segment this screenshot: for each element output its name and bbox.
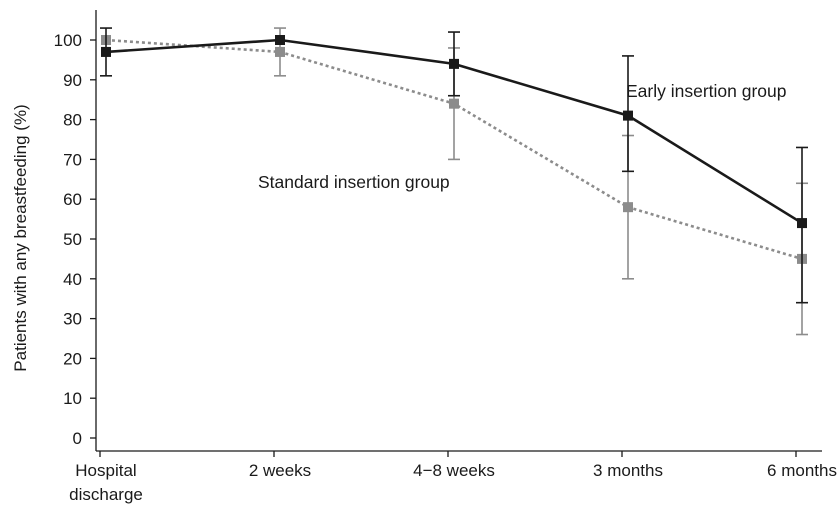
data-point — [623, 110, 633, 121]
data-point — [101, 46, 111, 57]
x-axis-ticks: Hospital discharge 2 weeks 4−8 weeks 3 month… — [69, 451, 837, 504]
y-tick-label: 30 — [63, 310, 82, 329]
y-tick-label: 60 — [63, 190, 82, 209]
x-tick-label: Hospital discharge — [69, 461, 143, 504]
data-point — [449, 98, 459, 109]
y-tick-label: 50 — [63, 230, 82, 249]
y-axis-ticks: 0 10 20 30 40 50 60 70 80 90 100 — [54, 31, 96, 448]
data-point — [623, 202, 633, 213]
y-tick-label: 0 — [73, 429, 82, 448]
data-point — [449, 58, 459, 69]
x-tick-label: 4−8 weeks — [413, 461, 495, 480]
y-axis-title: Patients with any breastfeeding (%) — [11, 104, 30, 371]
data-point — [275, 46, 285, 57]
y-tick-label: 80 — [63, 111, 82, 130]
y-tick-label: 100 — [54, 31, 82, 50]
series-early — [100, 27, 808, 304]
y-tick-label: 20 — [63, 349, 82, 368]
series-label-early-insertion: Early insertion group — [626, 81, 787, 101]
x-tick-label: 3 months — [593, 461, 663, 480]
series-label-standard-insertion: Standard insertion group — [258, 172, 450, 192]
x-tick-label: 6 months — [767, 461, 837, 480]
data-point — [797, 218, 807, 229]
x-tick-label: 2 weeks — [249, 461, 311, 480]
data-point — [275, 35, 285, 45]
y-tick-label: 70 — [63, 150, 82, 169]
y-tick-label: 90 — [63, 71, 82, 90]
series-layer — [100, 27, 808, 336]
y-tick-label: 10 — [63, 389, 82, 408]
y-tick-label: 40 — [63, 270, 82, 289]
